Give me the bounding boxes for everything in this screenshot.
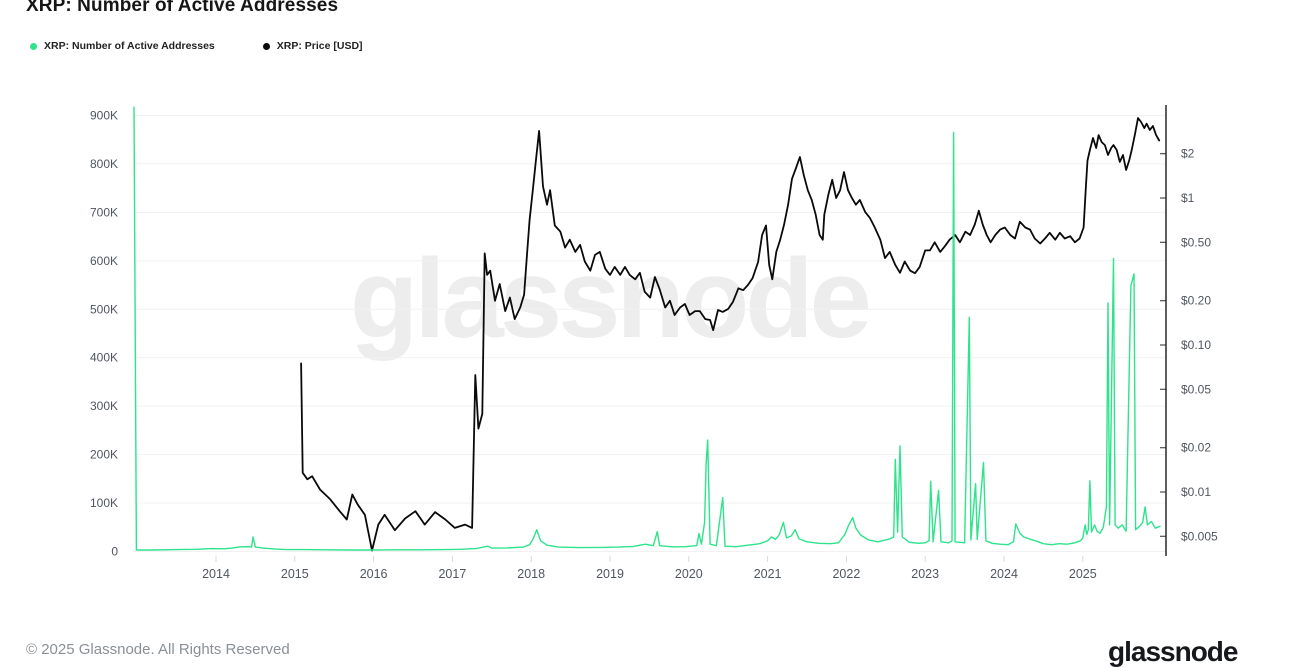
right-axis-tick-label: $0.01 <box>1181 485 1211 499</box>
price-series-line <box>300 117 1161 552</box>
right-axis-tick-label: $2 <box>1181 147 1195 161</box>
left-axis-tick-label: 400K <box>90 351 118 365</box>
left-axis-tick-label: 100K <box>90 496 118 510</box>
left-axis-tick-label: 0 <box>111 545 118 559</box>
x-axis-tick-label: 2018 <box>517 567 545 581</box>
right-axis-tick-label: $0.20 <box>1181 294 1211 308</box>
glassnode-logo: glassnode <box>1108 636 1238 667</box>
x-axis-tick-label: 2014 <box>202 567 230 581</box>
x-axis-tick-label: 2023 <box>911 567 939 581</box>
x-axis-tick-label: 2021 <box>754 567 782 581</box>
right-axis-tick-label: $0.50 <box>1181 235 1211 249</box>
left-axis-tick-label: 900K <box>90 108 118 122</box>
x-axis-tick-label: 2024 <box>990 567 1018 581</box>
legend-dot <box>30 42 37 50</box>
left-axis-tick-label: 300K <box>90 399 118 413</box>
x-axis-tick-label: 2017 <box>438 567 466 581</box>
legend-item-1[interactable]: XRP: Price [USD] <box>262 40 363 52</box>
legend-label: XRP: Number of Active Addresses <box>44 40 215 52</box>
legend-dot <box>262 42 270 50</box>
chart-canvas[interactable]: 0 100K 200K 300K 400K 500K 600K 700K 800K 900K 201… <box>0 0 1300 650</box>
left-axis-tick-label: 700K <box>90 205 118 219</box>
x-axis-tick-label: 2019 <box>596 567 624 581</box>
left-axis-tick-label: 200K <box>90 448 118 462</box>
x-axis-tick-label: 2022 <box>832 567 860 581</box>
chart-legend: XRP: Number of Active Addresses XRP: Pric… <box>30 40 411 52</box>
legend-label: XRP: Price [USD] <box>276 40 363 52</box>
x-axis-tick-label: 2020 <box>675 567 703 581</box>
right-axis-tick-label: $1 <box>1181 191 1195 205</box>
right-axis-tick-label: $0.10 <box>1181 338 1211 352</box>
x-axis-tick-label: 2025 <box>1069 567 1097 581</box>
x-axis-tick-label: 2015 <box>281 567 309 581</box>
page-title: XRP: Number of Active Addresses <box>26 0 339 16</box>
right-axis-tick-label: $0.02 <box>1181 441 1211 455</box>
right-axis-tick-label: $0.05 <box>1181 382 1211 396</box>
x-axis-tick-label: 2016 <box>360 567 388 581</box>
left-axis-tick-label: 500K <box>90 302 118 316</box>
left-axis-tick-label: 800K <box>90 157 118 171</box>
active-addresses-series-line <box>133 106 1161 551</box>
left-axis-tick-label: 600K <box>90 254 118 268</box>
right-axis-tick-label: $0.005 <box>1181 529 1218 543</box>
legend-item-0[interactable]: XRP: Number of Active Addresses <box>30 40 215 52</box>
